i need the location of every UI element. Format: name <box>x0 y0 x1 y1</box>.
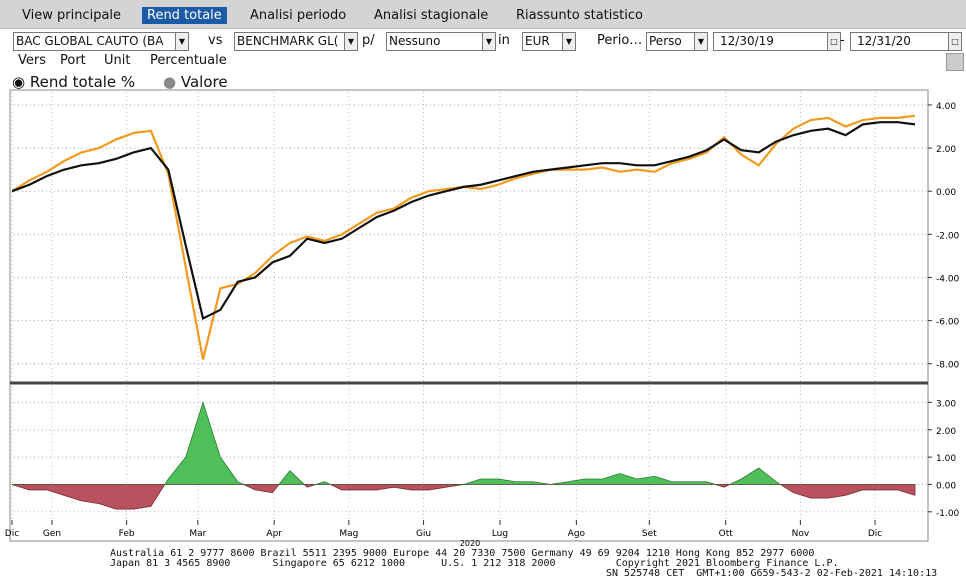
option[interactable]: Percentuale <box>150 53 227 68</box>
tab[interactable]: Riassunto statistico <box>516 8 643 23</box>
line-series <box>11 114 916 360</box>
y-tick-label: 1.00 <box>936 454 956 464</box>
security: BAC GLOBAL CAUTO (BA <box>16 34 164 48</box>
plot-border <box>9 89 929 542</box>
in-label: in <box>498 33 510 48</box>
tab[interactable]: View principale <box>22 8 122 23</box>
end: 12/31/20 <box>857 34 911 48</box>
tab[interactable]: Analisi periodo <box>250 8 347 23</box>
currency: EUR <box>525 34 550 48</box>
x-tick-label: Gen <box>43 529 61 539</box>
period-label: Perio… <box>597 33 643 48</box>
x-tick-label: Dic <box>868 529 882 539</box>
x-tick-label: Apr <box>266 529 282 539</box>
line-series <box>11 121 916 321</box>
option[interactable]: Unit <box>104 53 131 68</box>
end-date[interactable]: 12/31/20 □ <box>850 32 962 51</box>
y-tick-label: 3.00 <box>936 399 956 409</box>
per-value: Nessuno <box>389 34 441 48</box>
per-select[interactable]: Nessuno ▼ <box>386 32 496 51</box>
per-label: p/ <box>362 33 375 48</box>
period-value: Perso <box>649 34 682 48</box>
y-tick-label: -6.00 <box>936 318 960 328</box>
area-positive <box>12 401 916 485</box>
radio-label: Rend totale % <box>29 73 136 91</box>
x-tick-label: Giu <box>416 529 431 539</box>
collapse-button[interactable] <box>946 53 964 71</box>
x-tick-label: Set <box>642 529 657 539</box>
y-tick-label: 2.00 <box>936 427 956 437</box>
benchmark-select[interactable]: BENCHMARK GL(▼ <box>234 32 358 51</box>
y-tick-label: 0.00 <box>936 188 956 198</box>
option[interactable]: Vers <box>18 53 46 68</box>
x-tick-label: Mag <box>339 529 358 539</box>
radio[interactable]: ● Valore <box>163 73 228 91</box>
footer-line: Australia 61 2 9777 8600 Brazil 5511 239… <box>110 548 815 559</box>
y-tick-label: 0.00 <box>936 481 956 491</box>
footer-line: SN 525748 CET GMT+1:00 G659-543-2 02-Feb… <box>606 568 938 579</box>
footer-line: Japan 81 3 4565 8900 Singapore 65 6212 1… <box>110 558 839 569</box>
year-label: 2020 <box>460 539 480 548</box>
start: 12/30/19 <box>720 34 774 48</box>
vs-label: vs <box>208 33 223 48</box>
x-tick-label: Ott <box>719 529 734 539</box>
y-tick-label: 2.00 <box>936 145 956 155</box>
tab[interactable]: Analisi stagionale <box>374 8 489 23</box>
x-tick-label: Mar <box>189 529 206 539</box>
tab-bar: View principale Rend totale Analisi peri… <box>0 0 966 29</box>
x-tick-label: Dic <box>5 529 19 539</box>
area-negative <box>11 484 916 510</box>
security-select[interactable]: BAC GLOBAL CAUTO (BA ▼ <box>13 32 189 51</box>
start-date[interactable]: 12/30/19 □ <box>713 32 841 51</box>
currency-select[interactable]: EUR ▼ <box>522 32 576 51</box>
y-tick-label: -1.00 <box>936 509 960 519</box>
dash: - <box>840 33 845 48</box>
x-tick-label: Ago <box>568 529 586 539</box>
radio-selected[interactable]: ◉ Rend totale % <box>12 73 136 91</box>
benchmark: BENCHMARK GL( <box>237 34 339 48</box>
y-tick-label: -4.00 <box>936 274 960 284</box>
radio-label: Valore <box>180 73 228 91</box>
y-tick-label: -2.00 <box>936 231 960 241</box>
x-tick-label: Lug <box>492 529 508 539</box>
option[interactable]: Port <box>60 53 86 68</box>
tab-active[interactable]: Rend totale <box>142 7 227 24</box>
x-tick-label: Feb <box>119 529 135 539</box>
x-tick-label: Nov <box>792 529 810 539</box>
y-tick-label: -8.00 <box>936 361 960 371</box>
period-select[interactable]: Perso ▼ <box>646 32 708 51</box>
y-tick-label: 4.00 <box>936 102 956 112</box>
